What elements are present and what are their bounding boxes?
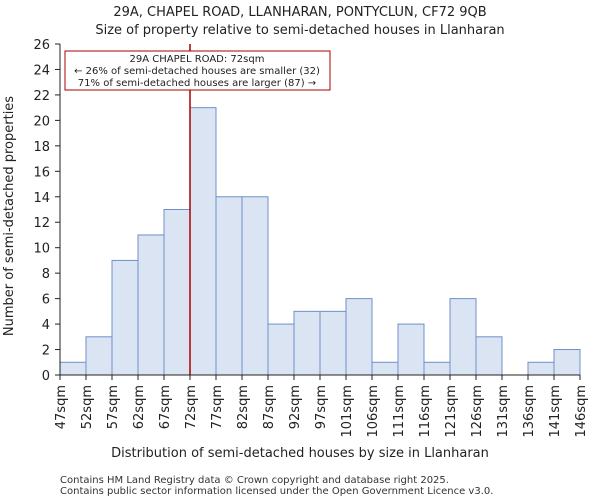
bar-126sqm <box>475 336 503 376</box>
x-tick-label: 126sqm <box>470 385 485 438</box>
x-tick-label: 121sqm <box>444 385 459 438</box>
bar-72sqm <box>189 107 217 376</box>
footer-line-2: Contains public sector information licen… <box>60 486 493 497</box>
y-tick-label: 14 <box>33 191 50 206</box>
y-tick-label: 18 <box>33 140 50 155</box>
bar-87sqm <box>267 323 295 376</box>
x-tick-label: 106sqm <box>366 385 381 438</box>
x-tick-label: 146sqm <box>574 385 589 438</box>
annotation-line-3: 71% of semi-detached houses are larger (… <box>78 78 316 89</box>
y-tick-label: 22 <box>33 89 50 104</box>
y-tick-label: 20 <box>33 114 50 129</box>
bars-group <box>59 107 581 376</box>
x-tick-label: 77sqm <box>210 385 225 429</box>
x-tick-label: 136sqm <box>522 385 537 438</box>
bar-106sqm <box>371 361 399 376</box>
x-tick-label: 57sqm <box>106 385 121 429</box>
bar-67sqm <box>163 209 191 376</box>
x-tick-label: 72sqm <box>184 385 199 429</box>
x-tick-label: 82sqm <box>236 385 251 429</box>
x-tick-label: 97sqm <box>314 385 329 429</box>
y-tick-label: 8 <box>42 267 50 282</box>
bar-77sqm <box>215 196 243 376</box>
annotation-box: 29A CHAPEL ROAD: 72sqm ← 26% of semi-det… <box>64 50 331 91</box>
bar-111sqm <box>397 323 425 376</box>
x-tick-label: 62sqm <box>132 385 147 429</box>
bar-97sqm <box>319 310 347 376</box>
x-tick-label: 47sqm <box>54 385 69 429</box>
y-tick-label: 26 <box>33 38 50 53</box>
y-tick-label: 12 <box>33 216 50 231</box>
y-tick-label: 24 <box>33 63 50 78</box>
y-tick-label: 10 <box>33 242 50 257</box>
x-tick-label: 101sqm <box>340 385 355 438</box>
x-tick-label: 92sqm <box>288 385 303 429</box>
bar-141sqm <box>553 349 581 376</box>
bar-47sqm <box>59 361 87 376</box>
x-tick-label: 67sqm <box>158 385 173 429</box>
chart-title: 29A, CHAPEL ROAD, LLANHARAN, PONTYCLUN, … <box>113 5 486 20</box>
x-tick-label: 111sqm <box>392 385 407 438</box>
bar-57sqm <box>111 259 139 376</box>
x-axis-label: Distribution of semi-detached houses by … <box>111 446 489 461</box>
y-tick-label: 16 <box>33 165 50 180</box>
y-tick-label: 4 <box>42 318 50 333</box>
footer-line-1: Contains HM Land Registry data © Crown c… <box>60 475 449 486</box>
bar-62sqm <box>137 234 165 376</box>
bar-101sqm <box>345 298 373 376</box>
x-tick-label: 116sqm <box>418 385 433 438</box>
y-tick-label: 6 <box>42 293 50 308</box>
x-tick-label: 52sqm <box>80 385 95 429</box>
y-tick-label: 2 <box>42 344 50 359</box>
bar-116sqm <box>423 361 451 376</box>
bar-82sqm <box>241 196 269 376</box>
annotation-line-1: 29A CHAPEL ROAD: 72sqm <box>130 54 265 65</box>
x-tick-label: 141sqm <box>548 385 563 438</box>
y-tick-label: 0 <box>42 369 50 384</box>
chart-subtitle: Size of property relative to semi-detach… <box>95 23 504 38</box>
annotation-border <box>64 50 331 91</box>
bar-92sqm <box>293 310 321 376</box>
y-axis-label: Number of semi-detached properties <box>2 96 17 336</box>
x-ticks-group: 47sqm 52sqm 57sqm 62sqm 67sqm 72sqm 77sqm 82sqm… <box>54 375 589 438</box>
x-tick-label: 131sqm <box>496 385 511 438</box>
bar-136sqm <box>527 361 555 376</box>
bar-121sqm <box>449 298 477 376</box>
bar-52sqm <box>85 336 113 376</box>
x-tick-label: 87sqm <box>262 385 277 429</box>
annotation-line-2: ← 26% of semi-detached houses are smalle… <box>74 66 320 77</box>
